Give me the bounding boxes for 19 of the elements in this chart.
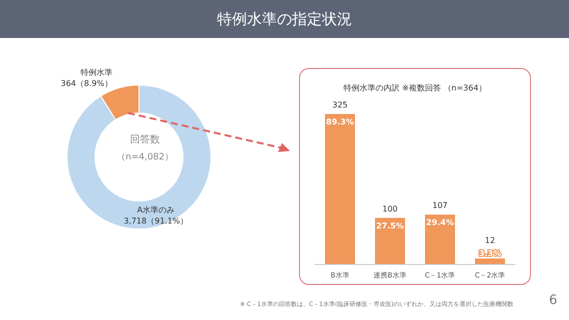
text: 回答数: [130, 134, 160, 146]
annotation: 29.4%: [426, 218, 454, 228]
slice-label: 特例水準: [80, 68, 112, 78]
slice-label: A水準のみ: [137, 206, 175, 215]
chart-title: 特例水準の内訳 ※複数回答 （n=364）: [344, 84, 486, 92]
data-label: 364（8.9%）: [60, 79, 112, 88]
text: （n=4,082）: [116, 152, 174, 162]
annotation: 27.5%: [376, 221, 404, 230]
data-label: 3,718（91.1%）: [124, 216, 188, 226]
annotation: 89.3%: [326, 118, 354, 126]
bar: [325, 114, 355, 264]
text: 6: [549, 293, 558, 308]
bar: [475, 258, 505, 264]
data-label: 107: [432, 201, 448, 210]
text: 特例水準の指定状況: [217, 10, 352, 28]
data-label: 100: [382, 204, 398, 214]
data-label: 325: [332, 100, 348, 110]
data-label: 12: [484, 236, 496, 245]
annotation: 3.3%: [478, 248, 502, 258]
